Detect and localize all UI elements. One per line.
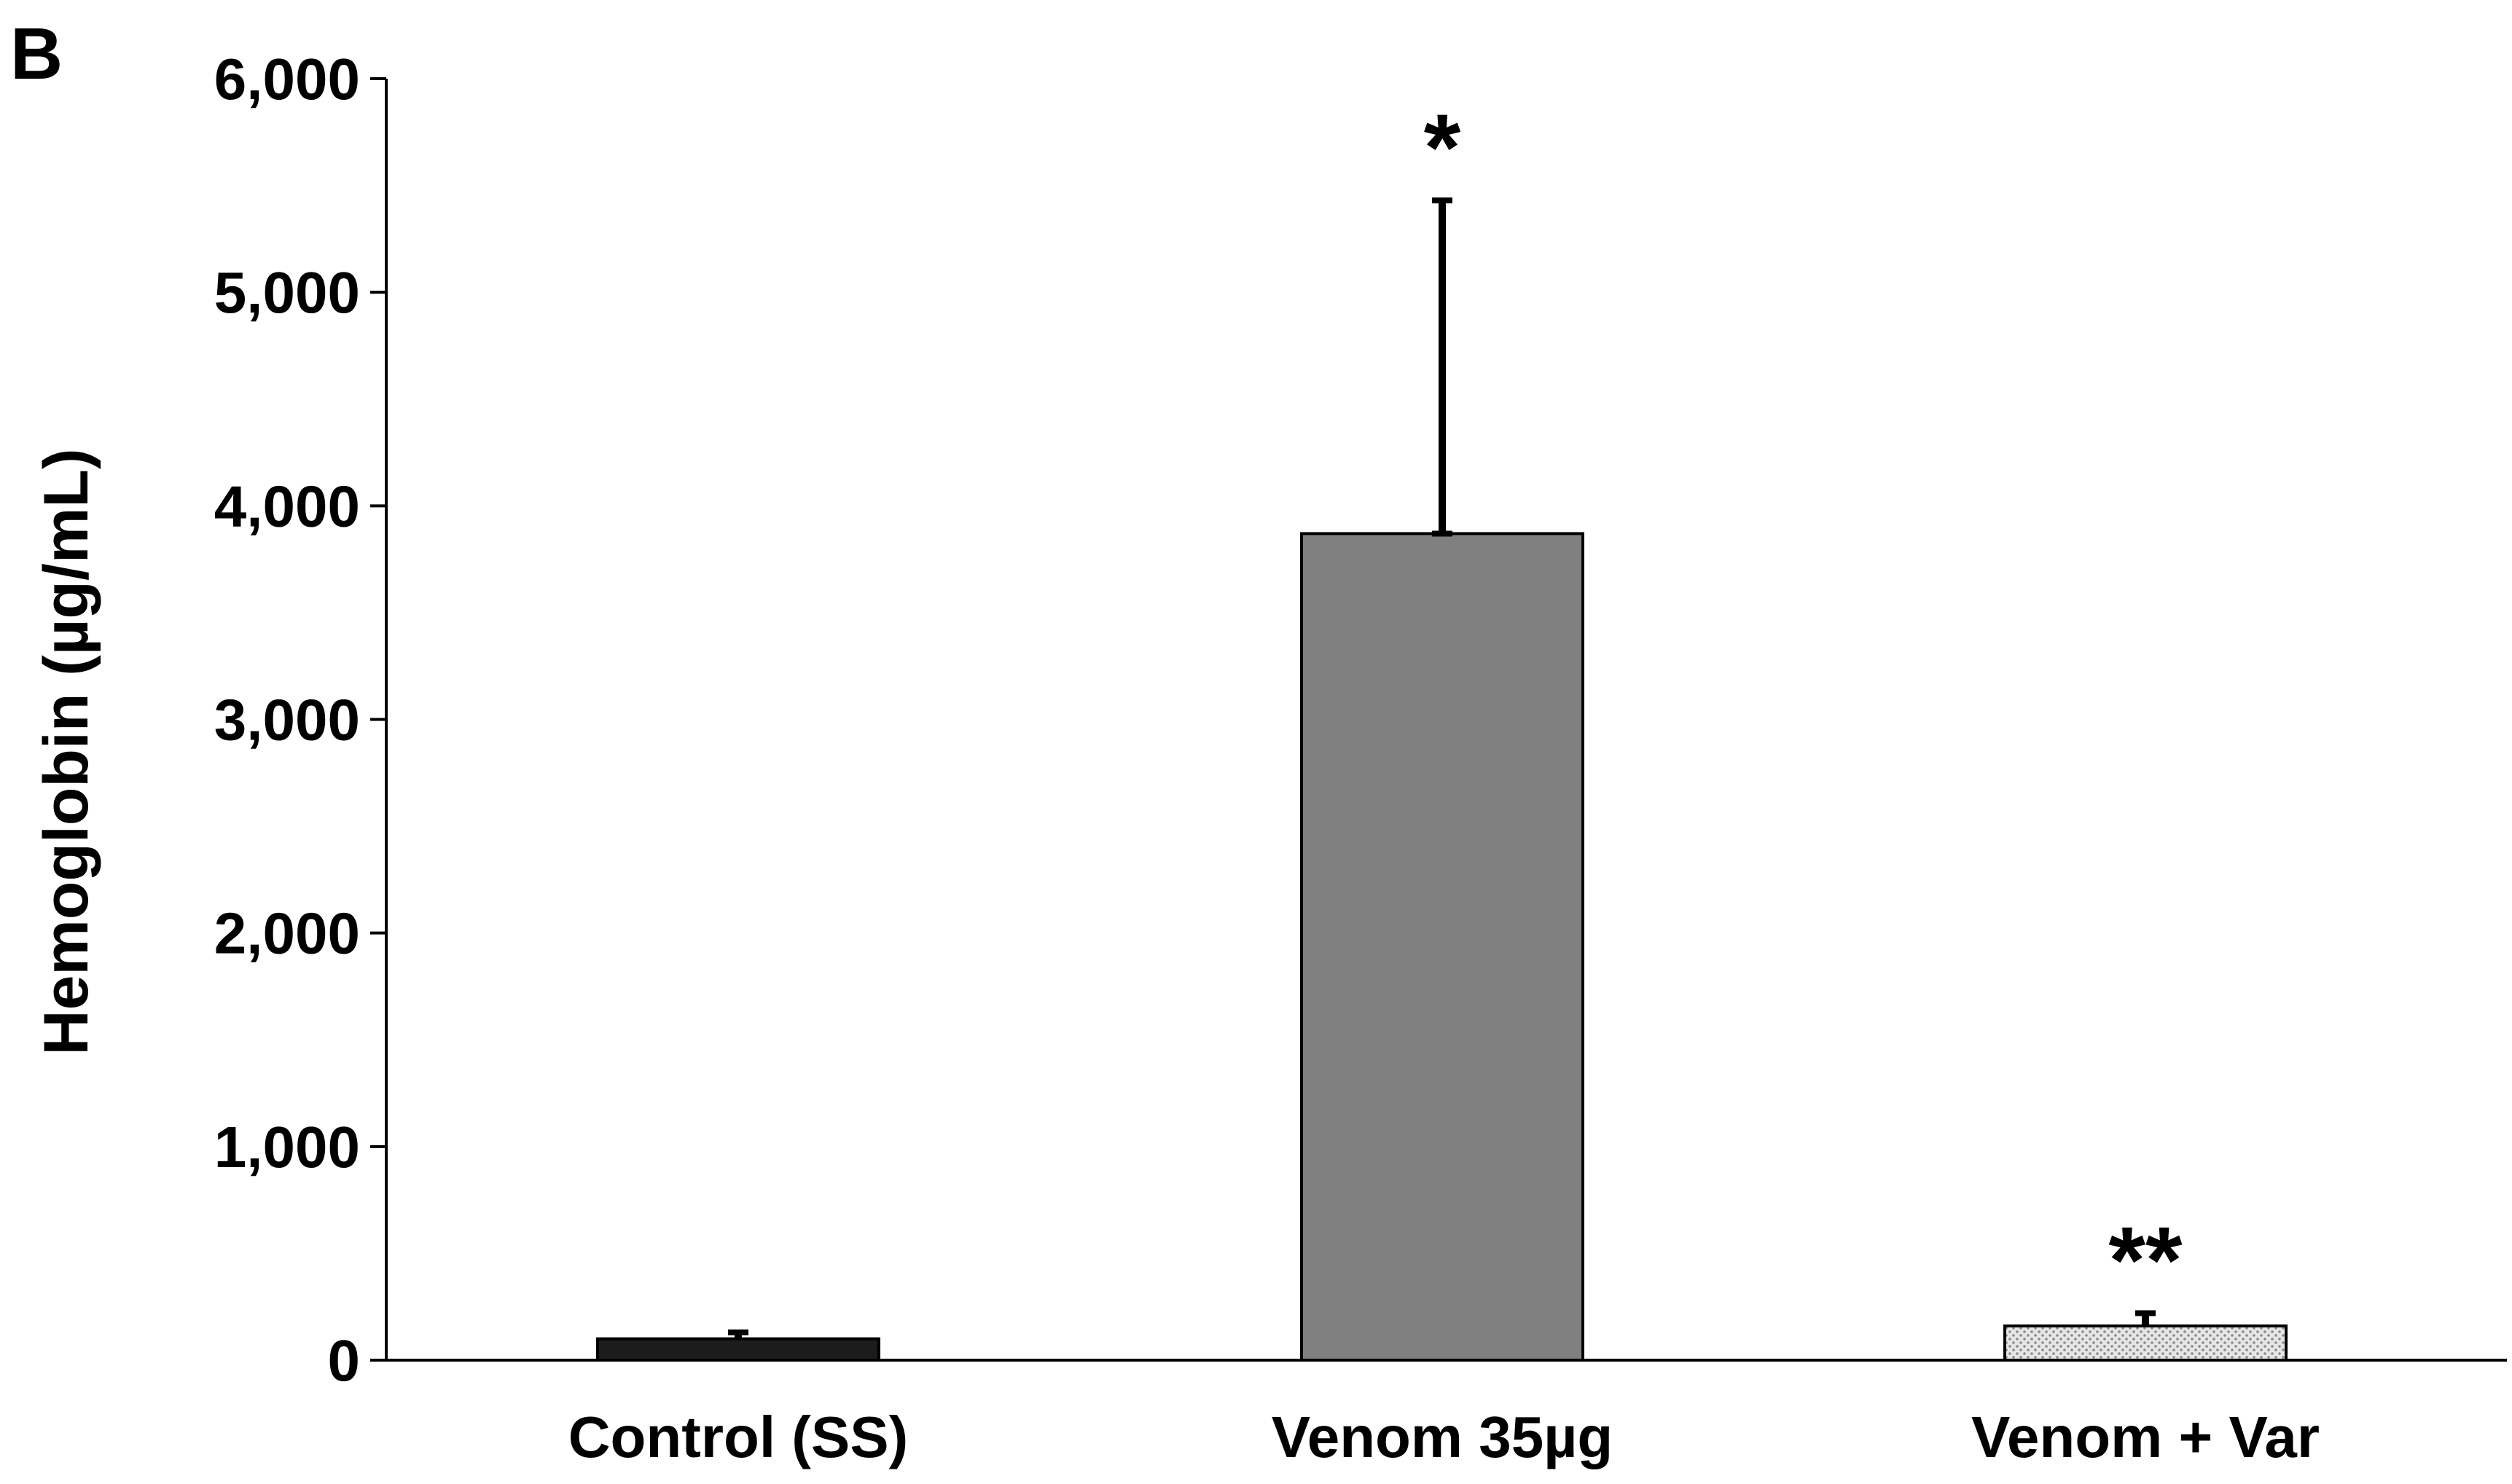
y-tick-label: 2,000 bbox=[214, 901, 360, 966]
bar bbox=[1300, 532, 1584, 1362]
panel-label: B bbox=[10, 13, 63, 95]
bar bbox=[2003, 1324, 2288, 1362]
y-tick-label: 1,000 bbox=[214, 1115, 360, 1179]
y-tick-label: 3,000 bbox=[214, 688, 360, 753]
y-tick-label: 0 bbox=[328, 1328, 361, 1393]
y-tick-label: 5,000 bbox=[214, 260, 360, 325]
x-tick-label: Control (SS) bbox=[568, 1405, 909, 1469]
y-axis-title: Hemoglobin (µg/mL) bbox=[31, 449, 101, 1056]
significance-marker: ** bbox=[2108, 1207, 2183, 1314]
y-tick-label: 6,000 bbox=[214, 47, 360, 111]
significance-marker: * bbox=[1424, 94, 1461, 200]
bar bbox=[596, 1337, 880, 1362]
plot-area: 0 1,000 2,000 3,000 4,000 5,000 6,000 Control (… bbox=[214, 47, 2507, 1469]
y-tick-label: 4,000 bbox=[214, 474, 360, 538]
x-tick-label: Venom 35µg bbox=[1272, 1405, 1613, 1469]
x-tick-label: Venom + Var bbox=[1971, 1405, 2320, 1469]
